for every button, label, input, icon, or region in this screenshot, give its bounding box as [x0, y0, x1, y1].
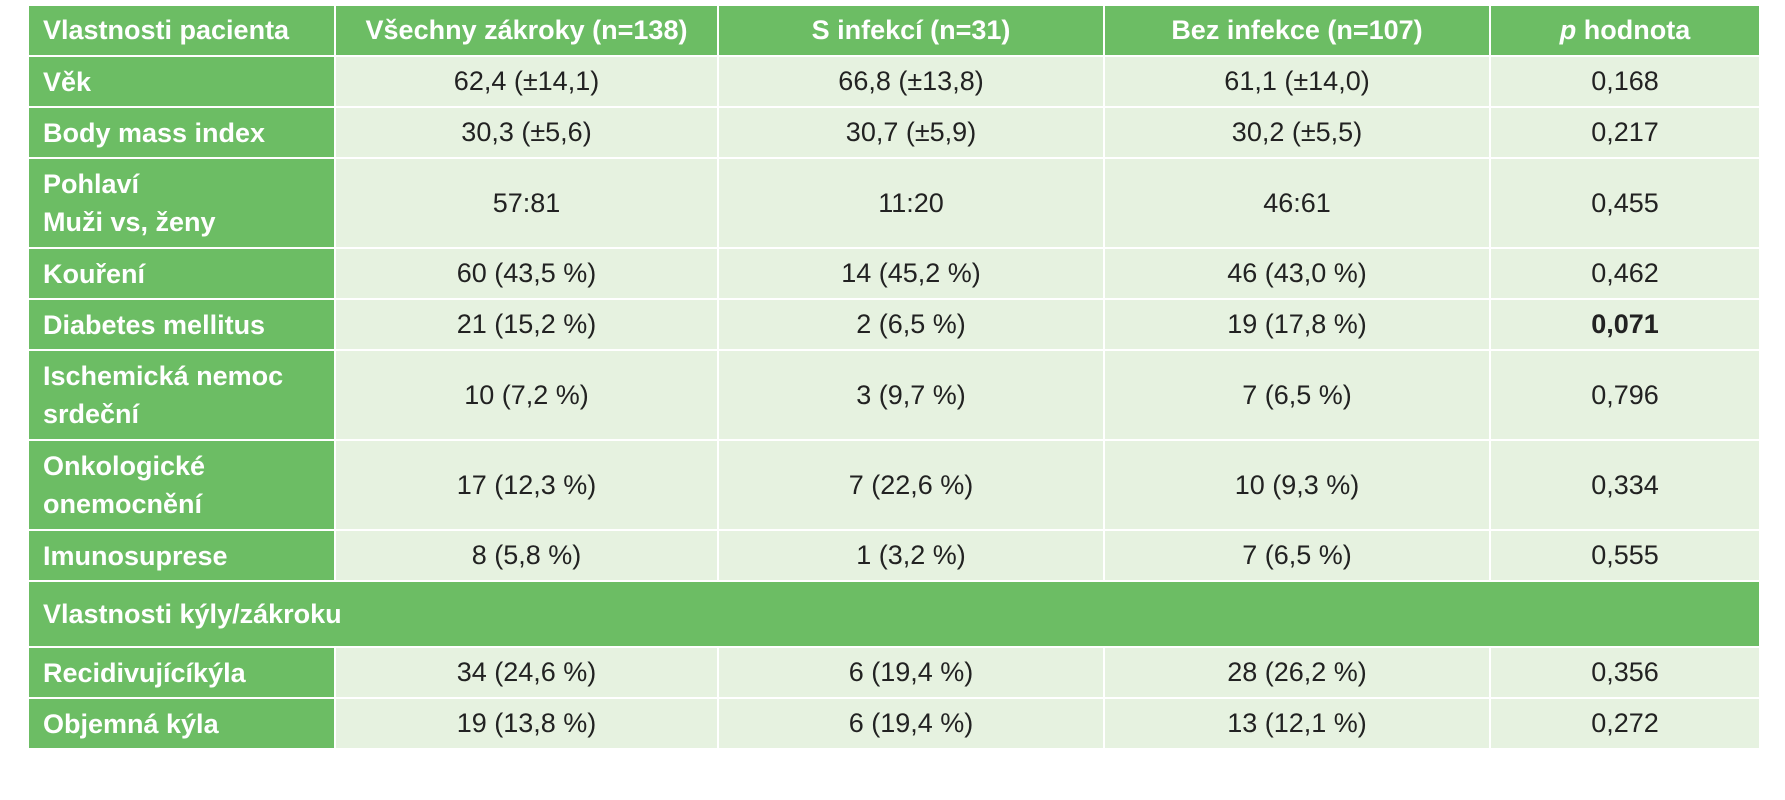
row-label: Recidivujícíkýla	[27, 646, 336, 699]
table-row: Imunosuprese 8 (5,8 %) 1 (3,2 %) 7 (6,5 …	[27, 529, 1761, 582]
cell-infection: 3 (9,7 %)	[717, 349, 1105, 441]
cell-infection: 2 (6,5 %)	[717, 298, 1105, 351]
cell-no-infection: 7 (6,5 %)	[1103, 529, 1491, 582]
header-p-text: hodnota	[1576, 15, 1691, 45]
cell-all: 10 (7,2 %)	[334, 349, 719, 441]
row-label: Objemná kýla	[27, 697, 336, 750]
patient-characteristics-table: Vlastnosti pacienta Všechny zákroky (n=1…	[27, 4, 1761, 750]
row-label: Věk	[27, 55, 336, 108]
cell-no-infection: 7 (6,5 %)	[1103, 349, 1491, 441]
table-row: Diabetes mellitus 21 (15,2 %) 2 (6,5 %) …	[27, 298, 1761, 351]
table-row: Onkologické onemocnění 17 (12,3 %) 7 (22,…	[27, 439, 1761, 531]
cell-no-infection: 30,2 (±5,5)	[1103, 106, 1491, 159]
header-row: Vlastnosti pacienta Všechny zákroky (n=1…	[27, 4, 1761, 57]
table-row: Objemná kýla 19 (13,8 %) 6 (19,4 %) 13 (…	[27, 697, 1761, 750]
cell-p-value-significant: 0,071	[1489, 298, 1761, 351]
cell-no-infection: 10 (9,3 %)	[1103, 439, 1491, 531]
cell-p-value: 0,217	[1489, 106, 1761, 159]
cell-p-value: 0,555	[1489, 529, 1761, 582]
row-label: Onkologické onemocnění	[27, 439, 336, 531]
cell-no-infection: 28 (26,2 %)	[1103, 646, 1491, 699]
table-row: Ischemická nemoc srdeční 10 (7,2 %) 3 (9,…	[27, 349, 1761, 441]
cell-p-value: 0,168	[1489, 55, 1761, 108]
row-label-line: Pohlaví	[43, 169, 140, 199]
cell-all: 62,4 (±14,1)	[334, 55, 719, 108]
row-label: Body mass index	[27, 106, 336, 159]
header-all-procedures: Všechny zákroky (n=138)	[334, 4, 719, 57]
cell-infection: 11:20	[717, 157, 1105, 249]
cell-infection: 1 (3,2 %)	[717, 529, 1105, 582]
cell-all: 8 (5,8 %)	[334, 529, 719, 582]
row-label: Pohlaví Muži vs, ženy	[27, 157, 336, 249]
header-without-infection: Bez infekce (n=107)	[1103, 4, 1491, 57]
cell-infection: 14 (45,2 %)	[717, 247, 1105, 300]
table-row: Pohlaví Muži vs, ženy 57:81 11:20 46:61 0…	[27, 157, 1761, 249]
row-label: Kouření	[27, 247, 336, 300]
header-p-symbol: p	[1559, 15, 1577, 45]
cell-p-value: 0,272	[1489, 697, 1761, 750]
cell-p-value: 0,455	[1489, 157, 1761, 249]
cell-p-value: 0,356	[1489, 646, 1761, 699]
cell-infection: 66,8 (±13,8)	[717, 55, 1105, 108]
row-label: Diabetes mellitus	[27, 298, 336, 351]
cell-p-value: 0,462	[1489, 247, 1761, 300]
cell-infection: 7 (22,6 %)	[717, 439, 1105, 531]
header-patient-characteristics: Vlastnosti pacienta	[27, 4, 336, 57]
cell-all: 60 (43,5 %)	[334, 247, 719, 300]
cell-all: 34 (24,6 %)	[334, 646, 719, 699]
row-label: Ischemická nemoc srdeční	[27, 349, 336, 441]
header-with-infection: S infekcí (n=31)	[717, 4, 1105, 57]
section-header-row: Vlastnosti kýly/zákroku	[27, 580, 1761, 648]
cell-infection: 6 (19,4 %)	[717, 646, 1105, 699]
cell-p-value: 0,796	[1489, 349, 1761, 441]
cell-infection: 30,7 (±5,9)	[717, 106, 1105, 159]
cell-all: 57:81	[334, 157, 719, 249]
header-p-value: p hodnota	[1489, 4, 1761, 57]
cell-all: 19 (13,8 %)	[334, 697, 719, 750]
cell-no-infection: 13 (12,1 %)	[1103, 697, 1491, 750]
table-row: Věk 62,4 (±14,1) 66,8 (±13,8) 61,1 (±14,…	[27, 55, 1761, 108]
cell-p-value: 0,334	[1489, 439, 1761, 531]
table-row: Body mass index 30,3 (±5,6) 30,7 (±5,9) …	[27, 106, 1761, 159]
cell-all: 30,3 (±5,6)	[334, 106, 719, 159]
row-label-line: Ischemická nemoc	[43, 361, 284, 391]
table-row: Kouření 60 (43,5 %) 14 (45,2 %) 46 (43,0…	[27, 247, 1761, 300]
cell-no-infection: 46:61	[1103, 157, 1491, 249]
row-label-line: onemocnění	[43, 489, 203, 519]
row-label-line: srdeční	[43, 399, 140, 429]
table-row: Recidivujícíkýla 34 (24,6 %) 6 (19,4 %) …	[27, 646, 1761, 699]
cell-no-infection: 61,1 (±14,0)	[1103, 55, 1491, 108]
row-label-line: Muži vs, ženy	[43, 207, 216, 237]
cell-no-infection: 46 (43,0 %)	[1103, 247, 1491, 300]
row-label: Imunosuprese	[27, 529, 336, 582]
cell-infection: 6 (19,4 %)	[717, 697, 1105, 750]
row-label-line: Onkologické	[43, 451, 206, 481]
cell-no-infection: 19 (17,8 %)	[1103, 298, 1491, 351]
results-table-container: Vlastnosti pacienta Všechny zákroky (n=1…	[27, 4, 1761, 750]
section-label: Vlastnosti kýly/zákroku	[27, 580, 1761, 648]
cell-all: 17 (12,3 %)	[334, 439, 719, 531]
cell-all: 21 (15,2 %)	[334, 298, 719, 351]
